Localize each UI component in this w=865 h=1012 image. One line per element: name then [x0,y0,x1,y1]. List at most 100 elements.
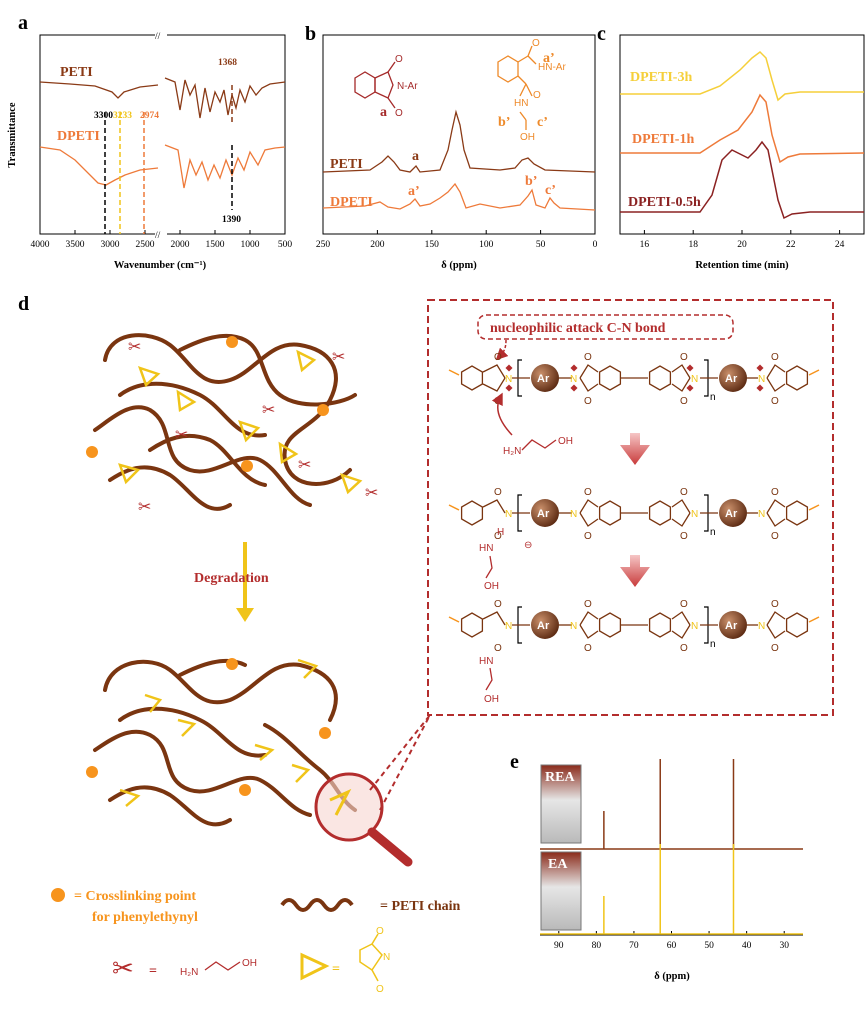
n-atom: N [570,621,577,632]
legend-peti: PETI [60,65,93,80]
crosslink-point-7 [86,766,98,778]
n-atom: N [505,509,512,520]
crosslink-point-3 [86,446,98,458]
imide-bond [579,611,599,626]
imide-bond [766,364,786,379]
peti-o-top: O [395,54,403,65]
dpeti-o: O [532,38,540,49]
imide-bond [766,512,786,527]
x-tick-label: 2500 [136,240,155,250]
scissors-icon: ✂ [365,483,378,502]
imide-bond [579,624,599,639]
panel-label-a: a [18,12,28,34]
magnifier-handle [367,827,413,867]
end-bond [808,369,820,376]
series-peti-nmr [322,109,596,173]
succinimide-o-bottom: O [376,984,384,995]
triangle-icon [176,389,197,413]
imide-bond [766,611,786,626]
imide-bond [671,624,691,639]
chart-a: // // 4000 3500 3000 2500 2000 1500 1000 500 Wa… [7,30,292,271]
chart-a-ylabel: Transmittance [7,102,18,167]
product-chain [485,667,493,691]
imide-bond [671,611,691,626]
dpeti-oh: OH [520,132,535,143]
series-peti-right [164,77,286,119]
legend-triangle-icon [300,952,330,981]
panel-label-c: c [597,23,606,45]
o-atom: O [494,352,502,363]
legend-dpeti: DPETI [57,129,100,144]
legend-dpeti-3h: DPETI-3h [630,70,692,85]
triangle-icon [278,441,299,465]
x-tick-label: 2000 [171,240,190,250]
o-atom: O [494,599,502,610]
o-atom: O [494,643,502,654]
n-atom: N [758,509,765,520]
benzene-ring [648,500,672,526]
dpeti-struct-a: a’ [543,51,555,66]
triangle-broken-icon [254,743,275,761]
end-bond [448,369,460,376]
axis-break-mask-bottom [155,229,167,239]
triangle-icon [238,420,261,443]
dpeti-struct-b: b’ [498,115,510,130]
benzene-ring [785,612,809,638]
annot-1390: 1390 [222,215,241,225]
triangle-icon [296,349,317,373]
x-tick-label: 200 [370,240,385,250]
crosslink-point-6 [319,727,331,739]
n-atom: N [570,374,577,385]
x-tick-label: 500 [278,240,293,250]
imide-bond [579,512,599,527]
imide-bond [671,364,691,379]
crosslink-point-4 [241,460,253,472]
o-atom: O [584,599,592,610]
imide-bond [766,499,786,514]
x-tick-label: 0 [593,240,598,250]
dpeti-struct-c: c’ [537,115,548,130]
x-tick-label: 1000 [241,240,260,250]
intermediate-h: H [497,527,504,538]
magnified-broken-triangle-icon [329,788,352,816]
triangle-broken-icon [291,763,311,783]
n-atom: N [505,621,512,632]
ethanolamine-oh: OH [558,436,573,447]
o-atom: O [584,396,592,407]
triangle-icon [339,473,363,495]
nucleophilic-attack-arrow [491,392,513,436]
crosslink-point-8 [239,784,251,796]
chart-c-x-ticks: 16 18 20 22 24 [640,230,845,250]
n-atom: N [691,509,698,520]
legend-peti-nmr: PETI [330,157,363,172]
benzene-ring [460,500,484,526]
network-before [93,333,357,511]
ar-sphere [719,499,747,527]
peak-label-a-prime: a’ [408,184,420,199]
n-atom: N [570,509,577,520]
chart-c-xlabel: Retention time (min) [695,260,789,271]
x-tick-label: 30 [779,941,789,951]
degradation-label: Degradation [194,571,269,586]
chart-b-frame [322,34,596,235]
peti-o-bottom: O [395,108,403,119]
triangle-broken-icon [177,718,197,737]
o-atom: O [680,396,688,407]
peak-label-a: a [412,149,419,164]
o-atom: O [680,643,688,654]
n-atom: N [505,374,512,385]
imide-bond [482,364,506,379]
dpeti-hn-ar: HN-Ar [538,62,566,73]
chart-e-xlabel: δ (ppm) [654,971,690,982]
mechanism-title-box [477,314,734,340]
x-tick-label: 3500 [66,240,85,250]
triangle-broken-icon [144,693,163,713]
succinimide-icon [359,933,383,982]
x-tick-label: 60 [667,941,677,951]
scissors-icon: ✂ [332,347,345,366]
mechanism-step-arrow-1 [620,433,650,465]
imide-triangles [118,349,363,807]
cleavage-site-marker [570,384,578,392]
cleavage-site-marker [505,384,513,392]
